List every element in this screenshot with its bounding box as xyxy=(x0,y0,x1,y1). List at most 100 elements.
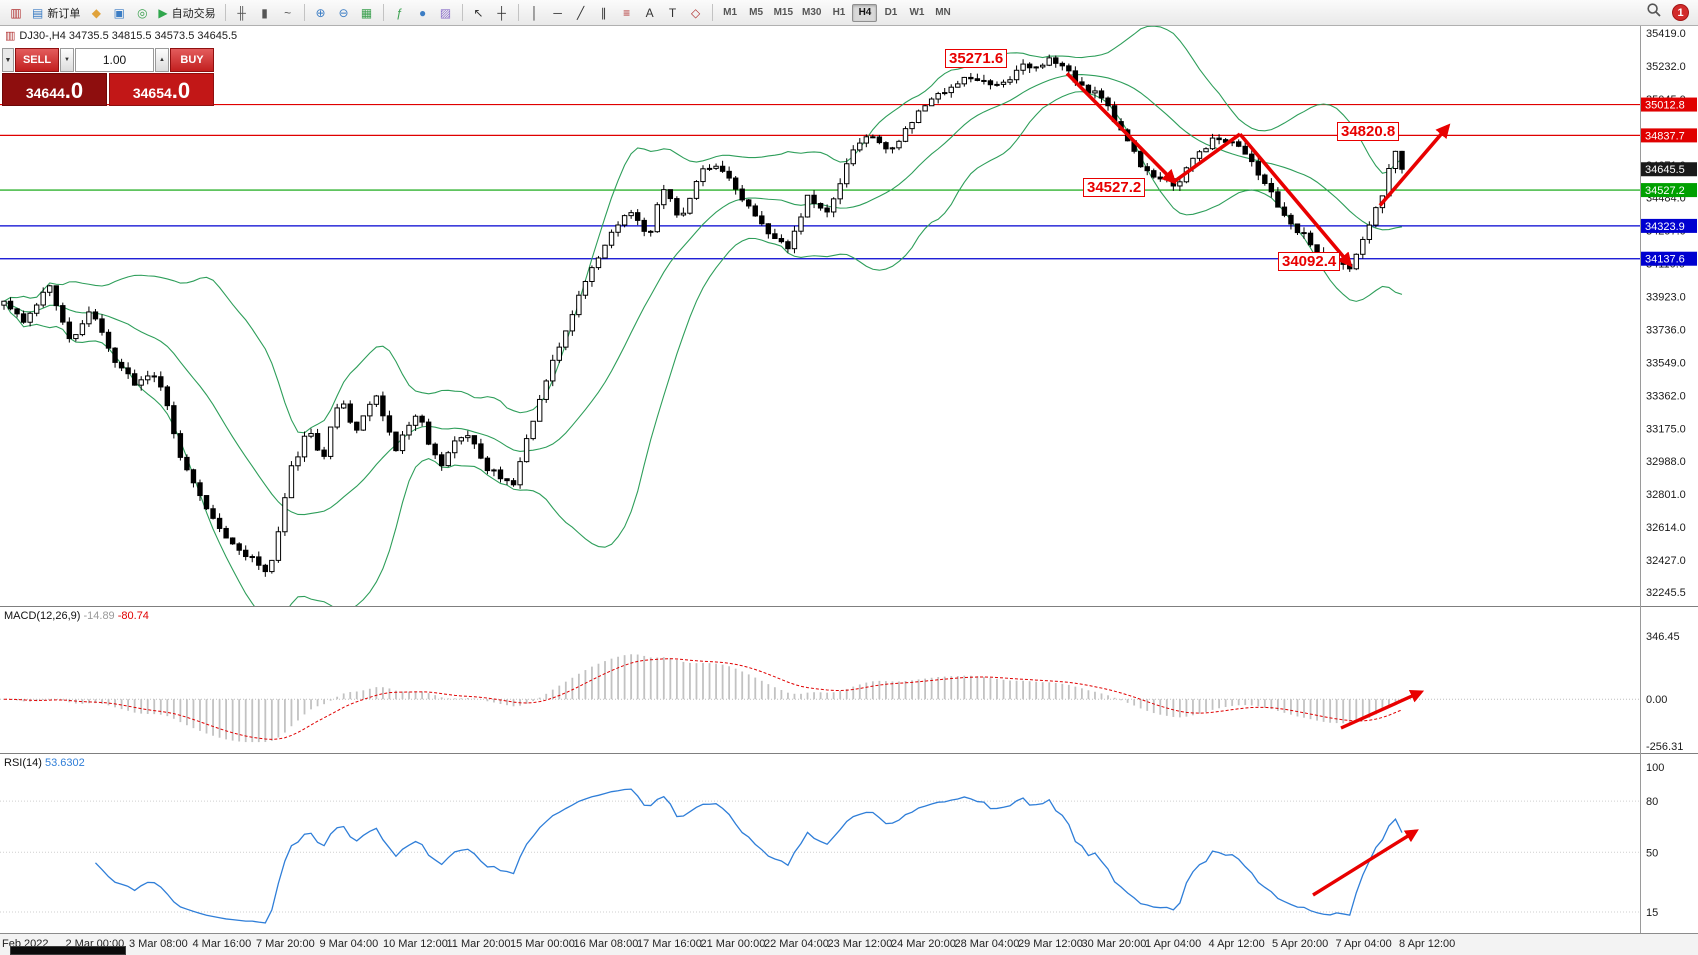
buy-price-main: 34654 xyxy=(132,85,172,101)
market-watch-icon[interactable]: ▣ xyxy=(108,3,130,23)
text-icon[interactable]: A xyxy=(639,3,661,23)
volume-increment-button[interactable]: ▲ xyxy=(155,48,169,72)
templates-icon[interactable]: ▨ xyxy=(435,3,457,23)
autotrading-button[interactable]: ▶ 自动交易 xyxy=(154,3,219,23)
timeframe-button-mn[interactable]: MN xyxy=(935,7,951,18)
shapes-icon[interactable]: ◇ xyxy=(685,3,707,23)
price-axis-label: 35232.0 xyxy=(1646,61,1686,73)
autotrading-button: ▶ xyxy=(158,5,168,20)
cursor-icon: ↖ xyxy=(473,5,484,20)
timeframe-button-h1[interactable]: H1 xyxy=(832,7,846,18)
toolbar-right: 1 xyxy=(1646,2,1693,23)
time-axis-label: 4 Mar 16:00 xyxy=(192,938,252,950)
timeframe-button-m30[interactable]: M30 xyxy=(802,7,822,18)
new-order-button[interactable]: ▤ 新订单 xyxy=(28,3,84,23)
annotation-price-label[interactable]: 34092.4 xyxy=(1278,252,1341,271)
rsi-panel-canvas[interactable]: 100 80 50 15 RSI(14) 53.6302 xyxy=(0,753,1698,933)
new-order-button: ▤ xyxy=(32,5,44,20)
vertical-line-icon[interactable]: │ xyxy=(524,3,546,23)
notification-badge[interactable]: 1 xyxy=(1672,4,1689,21)
annotation-price-label[interactable]: 34527.2 xyxy=(1083,178,1146,197)
volume-input[interactable] xyxy=(75,48,154,72)
bar-chart-icon[interactable]: ╫ xyxy=(231,3,253,23)
price-badge-label: 34645.5 xyxy=(1645,164,1685,176)
annotation-price-label[interactable]: 35271.6 xyxy=(945,49,1008,68)
tile-windows-icon[interactable]: ▦ xyxy=(356,3,378,23)
main-chart-canvas[interactable]: 35419.035232.035045.034858.034671.034484… xyxy=(0,26,1698,606)
text-label-icon[interactable]: T xyxy=(662,3,684,23)
macd-axis-label: 346.45 xyxy=(1646,631,1680,643)
price-badge xyxy=(1641,97,1697,112)
crosshair-icon[interactable]: ┼ xyxy=(491,3,513,23)
channel-icon[interactable]: ∥ xyxy=(593,3,615,23)
time-axis-label: 24 Mar 20:00 xyxy=(891,938,956,950)
toolbar-items: ▥ ▤ 新订单 ◆ ▣ ◎ ▶ 自动交易 ╫ ▮ ~ ⊕ ⊖ ▦ ƒ ● ▨ ↖ ┼ │ ─ ╱ ∥ ≡ A T ◇ M1 M5 M15 M… xyxy=(5,3,955,23)
time-axis-label: 10 Mar 12:00 xyxy=(383,938,448,950)
time-axis-label: 5 Apr 20:00 xyxy=(1272,938,1329,950)
trend-arrow xyxy=(1238,132,1353,268)
search-icon[interactable] xyxy=(1646,2,1662,23)
macd-trend-arrow xyxy=(1340,689,1425,730)
rsi-axis-label: 80 xyxy=(1646,796,1658,808)
time-axis[interactable]: Feb 2022 2 Mar 00:00 3 Mar 08:00 4 Mar 16:0… xyxy=(0,933,1698,955)
macd-axis-label: 0.00 xyxy=(1646,694,1667,706)
time-axis-label: 28 Mar 04:00 xyxy=(954,938,1020,950)
templates-icon: ▨ xyxy=(439,5,452,20)
timeframe-button-h4[interactable]: H4 xyxy=(852,3,878,22)
indicators-icon[interactable]: ƒ xyxy=(389,3,411,23)
trendline-icon: ╱ xyxy=(576,5,585,20)
trade-panel-collapse-arrow[interactable]: ▼ xyxy=(2,48,14,72)
horizontal-line-icon[interactable]: ─ xyxy=(547,3,569,23)
timeframe-button-m5[interactable]: M5 xyxy=(749,7,764,18)
chart-window-icon[interactable]: ▥ xyxy=(5,3,27,23)
timeframe-button-d1[interactable]: D1 xyxy=(884,7,898,18)
candlestick-chart-icon[interactable]: ▮ xyxy=(254,3,276,23)
zoom-out-icon: ⊖ xyxy=(338,5,349,20)
bollinger-middle-line xyxy=(3,74,1403,516)
timeframe-button-w1[interactable]: W1 xyxy=(909,7,925,18)
macd-histogram-layer xyxy=(9,654,1403,743)
time-axis-label: 21 Mar 00:00 xyxy=(700,938,766,950)
cursor-icon[interactable]: ↖ xyxy=(468,3,490,23)
toolbar-separator xyxy=(382,4,384,21)
sell-button[interactable]: SELL xyxy=(15,48,59,72)
one-click-trading-panel: ▼ SELL ▼ ▲ BUY 34644 .0 34654 .0 xyxy=(2,48,214,106)
bollinger-upper-line xyxy=(3,26,1403,434)
price-axis-label: 33923.0 xyxy=(1646,292,1686,304)
trend-arrow xyxy=(1172,132,1242,184)
buy-button[interactable]: BUY xyxy=(170,48,214,72)
time-axis-label: 7 Apr 04:00 xyxy=(1335,938,1392,950)
price-axis-ticks: 35419.035232.035045.034858.034671.034484… xyxy=(1646,28,1686,599)
candlestick-chart-icon: ▮ xyxy=(261,5,268,20)
price-badge xyxy=(1641,128,1697,143)
fibonacci-icon[interactable]: ≡ xyxy=(616,3,638,23)
metaeditor-icon: ◆ xyxy=(91,5,101,20)
sell-price[interactable]: 34644 .0 xyxy=(2,73,107,106)
text-label-icon: T xyxy=(668,5,677,20)
annotation-price-label[interactable]: 34820.8 xyxy=(1337,122,1400,141)
timeframe-button-m15[interactable]: M15 xyxy=(773,7,794,18)
price-badge-label: 34323.9 xyxy=(1645,221,1685,233)
toolbar-separator xyxy=(224,4,226,21)
macd-panel-canvas[interactable]: 346.45 0.00 -256.31 MACD(12,26,9) -14.89 -8… xyxy=(0,606,1698,753)
price-badge xyxy=(1641,162,1697,177)
zoom-out-icon[interactable]: ⊖ xyxy=(333,3,355,23)
trend-arrow xyxy=(1378,123,1451,207)
buy-price-decimal: .0 xyxy=(171,78,191,103)
navigator-icon[interactable]: ◎ xyxy=(131,3,153,23)
periods-icon[interactable]: ● xyxy=(412,3,434,23)
price-badge xyxy=(1641,251,1697,266)
periods-icon: ● xyxy=(418,5,427,20)
metaeditor-icon[interactable]: ◆ xyxy=(85,3,107,23)
zoom-in-icon[interactable]: ⊕ xyxy=(310,3,332,23)
toolbar: ▥ ▤ 新订单 ◆ ▣ ◎ ▶ 自动交易 ╫ ▮ ~ ⊕ ⊖ ▦ ƒ ● ▨ ↖ ┼ │ ─ ╱ ∥ ≡ A T ◇ M1 M5 M15 M… xyxy=(0,0,1698,26)
trendline-icon[interactable]: ╱ xyxy=(570,3,592,23)
line-chart-icon[interactable]: ~ xyxy=(277,3,299,23)
timeframe-button-m1[interactable]: M1 xyxy=(723,7,738,18)
volume-decrement-button[interactable]: ▼ xyxy=(60,48,74,72)
buy-price[interactable]: 34654 .0 xyxy=(109,73,214,106)
price-badges-layer: 35012.8 34837.7 34645.5 34527.2 34323.9 34137… xyxy=(1641,97,1697,266)
time-axis-label: 30 Mar 20:00 xyxy=(1081,938,1147,950)
rsi-axis-label: 15 xyxy=(1646,907,1658,919)
